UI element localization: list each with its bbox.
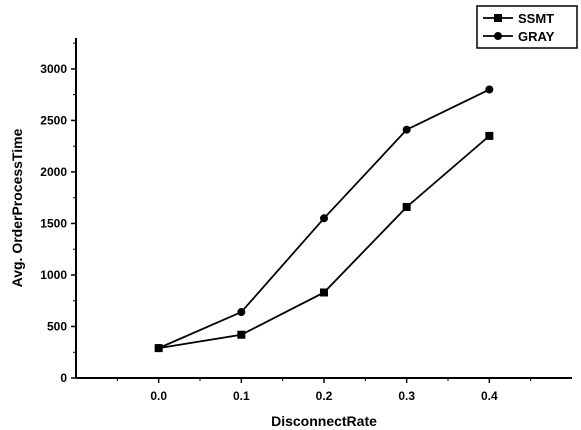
y-tick-label: 1000 xyxy=(40,268,67,282)
y-tick-label: 2000 xyxy=(40,165,67,179)
data-point-ssmt xyxy=(402,202,411,211)
y-axis-title: Avg. OrderProcessTime xyxy=(9,128,25,287)
data-point-gray xyxy=(320,214,328,223)
y-tick-label: 500 xyxy=(47,319,67,333)
y-tick-label: 0 xyxy=(60,371,67,385)
y-axis-ticks: 0 500 1000 1500 2000 2500 3000 xyxy=(40,42,76,385)
legend-marker-ssmt xyxy=(494,14,502,22)
x-tick-label: 0.0 xyxy=(150,389,167,403)
data-point-ssmt xyxy=(320,288,328,297)
x-tick-label: 0.2 xyxy=(316,389,333,403)
data-point-ssmt xyxy=(237,330,246,339)
legend: SSMT GRAY xyxy=(476,5,578,49)
x-axis-title: DisconnectRate xyxy=(271,413,377,429)
legend-marker-gray xyxy=(494,32,502,40)
legend-label-ssmt: SSMT xyxy=(518,11,554,26)
y-tick-label: 3000 xyxy=(40,62,67,76)
x-tick-label: 0.1 xyxy=(233,389,250,403)
data-point-gray xyxy=(485,85,494,94)
series-layer xyxy=(154,85,494,353)
x-axis-ticks: 0.0 0.1 0.2 0.3 0.4 xyxy=(116,378,532,403)
data-point-ssmt xyxy=(485,131,494,140)
y-tick-label: 1500 xyxy=(40,216,67,230)
data-point-gray xyxy=(237,308,246,317)
x-tick-label: 0.3 xyxy=(398,389,415,403)
x-tick-label: 0.4 xyxy=(481,389,498,403)
plot-frame xyxy=(75,38,572,379)
data-point-gray xyxy=(402,125,411,134)
y-tick-label: 2500 xyxy=(40,113,67,127)
legend-box xyxy=(476,5,578,49)
legend-label-gray: GRAY xyxy=(518,29,555,44)
series-line-ssmt xyxy=(158,135,490,350)
data-point-gray xyxy=(154,344,163,353)
